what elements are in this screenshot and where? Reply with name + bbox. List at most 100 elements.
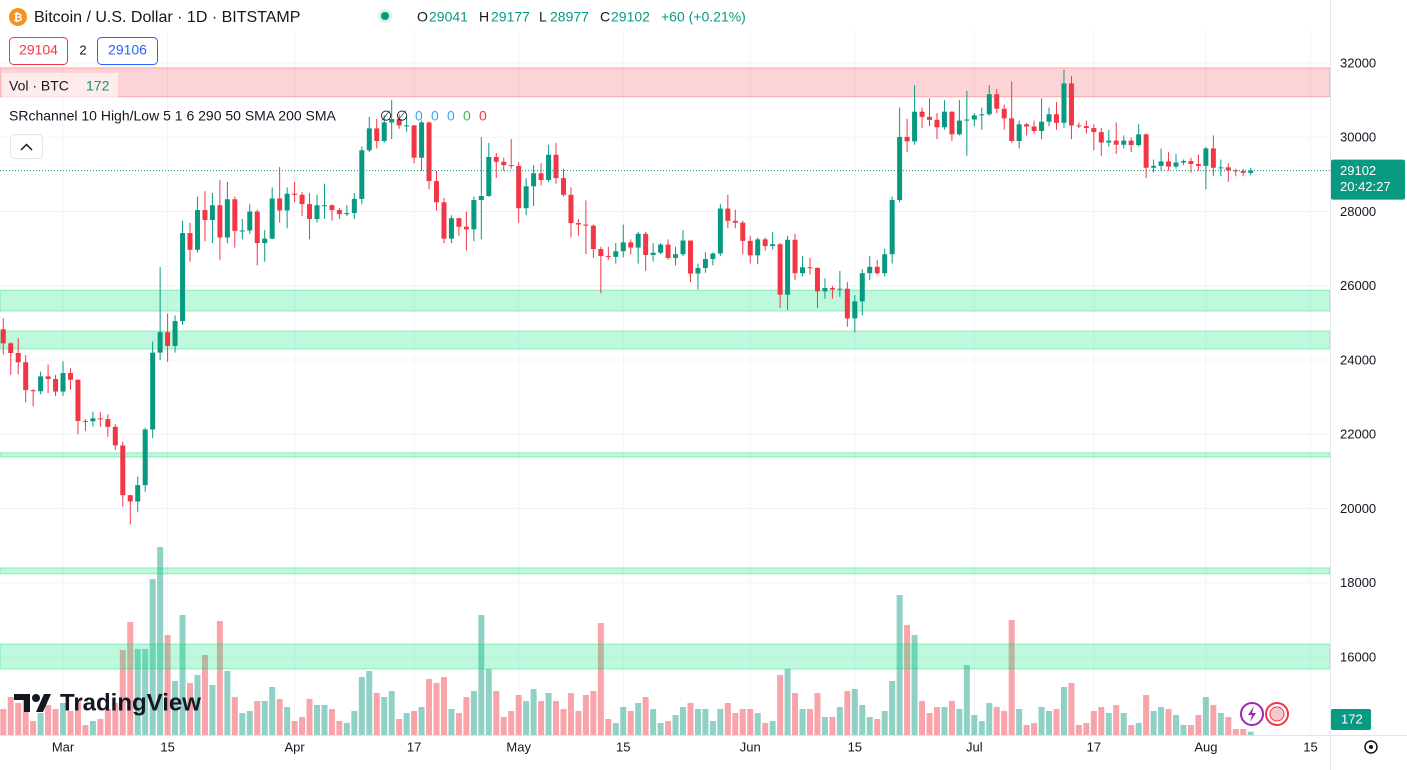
volume-bar [89,721,96,735]
y-tick-label: 32000 [1340,55,1376,70]
candle-body [829,288,835,290]
candle-body [964,119,970,121]
candle-body [90,418,96,422]
volume-bar [747,709,754,735]
volume-bar [373,693,380,735]
candle-body [120,445,126,496]
volume-bar [762,723,769,735]
indicator-legend[interactable]: SRchannel 10 High/Low 5 1 6 290 50 SMA 2… [9,108,337,124]
candle-body [912,111,918,142]
candle-body [1083,126,1089,129]
volume-bar [1135,723,1142,735]
candle-body [1031,126,1037,131]
volume-bar [1195,715,1202,735]
candle-body [247,211,253,231]
volume-bar [754,713,761,735]
candle-body [897,136,903,201]
volume-bar [216,621,223,735]
sr-zone [0,567,1331,575]
settings-icon[interactable] [1364,740,1378,754]
symbol-title[interactable]: Bitcoin / U.S. Dollar · 1D · BITSTAMP [34,9,300,26]
volume-bar [209,685,216,735]
candle-body [747,240,753,256]
candle-body [142,429,148,486]
volume-bar [7,697,14,735]
volume-bar [119,650,126,735]
candle-body [702,259,708,268]
candle-body [366,128,372,151]
sell-button[interactable] [9,37,68,65]
candle-body [583,224,589,226]
candle-body [187,233,193,250]
volume-bar [1113,705,1120,735]
volume-bar [784,669,791,735]
volume-bar [620,707,627,735]
volume-bar [1083,723,1090,735]
indicator-values: ∅ ∅ 0 0 0 0 0 [380,108,487,124]
candle-body [456,218,462,227]
candle-body [1001,108,1007,119]
ohlc-value: 29041 [429,9,468,25]
volume-bar [254,701,261,735]
candle-body [516,165,522,209]
volume-bar [418,707,425,735]
volume-bar [30,721,37,735]
volume-bar [933,707,940,735]
candle-body [807,267,813,269]
candle-body [434,181,440,203]
candle-body [717,208,723,254]
candle-body [800,267,806,274]
candle-body [60,373,66,392]
candle-body [575,223,581,225]
candle-body [127,495,133,502]
candle-body [0,329,6,344]
candle-body [501,161,507,166]
candle-body [1166,161,1172,167]
candle-body [1091,128,1097,133]
candle-body [351,198,357,214]
volume-bar [971,715,978,735]
candle-body [1158,161,1164,166]
indicator-value: ∅ [396,108,408,124]
candle-body [740,222,746,241]
volume-bar [455,713,462,735]
volume-bar [1105,713,1112,735]
volume-bar [1232,729,1239,735]
candle-body [643,233,649,255]
volume-bar [0,709,7,735]
brand-logo [14,694,51,712]
candle-body [1240,171,1246,173]
volume-bar [650,709,657,735]
collapse-button[interactable] [10,134,43,159]
sr-zone [0,452,1331,458]
countdown-label: 20:42:27 [1340,179,1391,194]
volume-bar [582,695,589,735]
candle-body [53,378,59,392]
candle-body [23,362,29,391]
candle-body [874,266,880,274]
volume-bar [680,707,687,735]
ohlc-key: C [600,9,610,25]
y-tick-label: 16000 [1340,649,1376,664]
candle-body [1039,121,1045,131]
candle-body [949,111,955,135]
candle-body [471,200,477,230]
candle-body [224,199,230,238]
volume-bar [1240,729,1247,735]
volume-bar [1016,709,1023,735]
candle-body [770,244,776,247]
candle-body [359,150,365,199]
volume-bar [52,709,59,735]
buy-button[interactable] [97,37,158,65]
candle-body [1143,134,1149,168]
candle-body [150,352,156,430]
volume-legend-bg [2,73,118,99]
volume-bar [187,683,194,735]
volume-bar [926,713,933,735]
volume-legend[interactable]: Vol · BTC [9,78,69,94]
volume-bar [366,671,373,735]
candle-body [314,205,320,219]
candle-body [620,242,626,252]
